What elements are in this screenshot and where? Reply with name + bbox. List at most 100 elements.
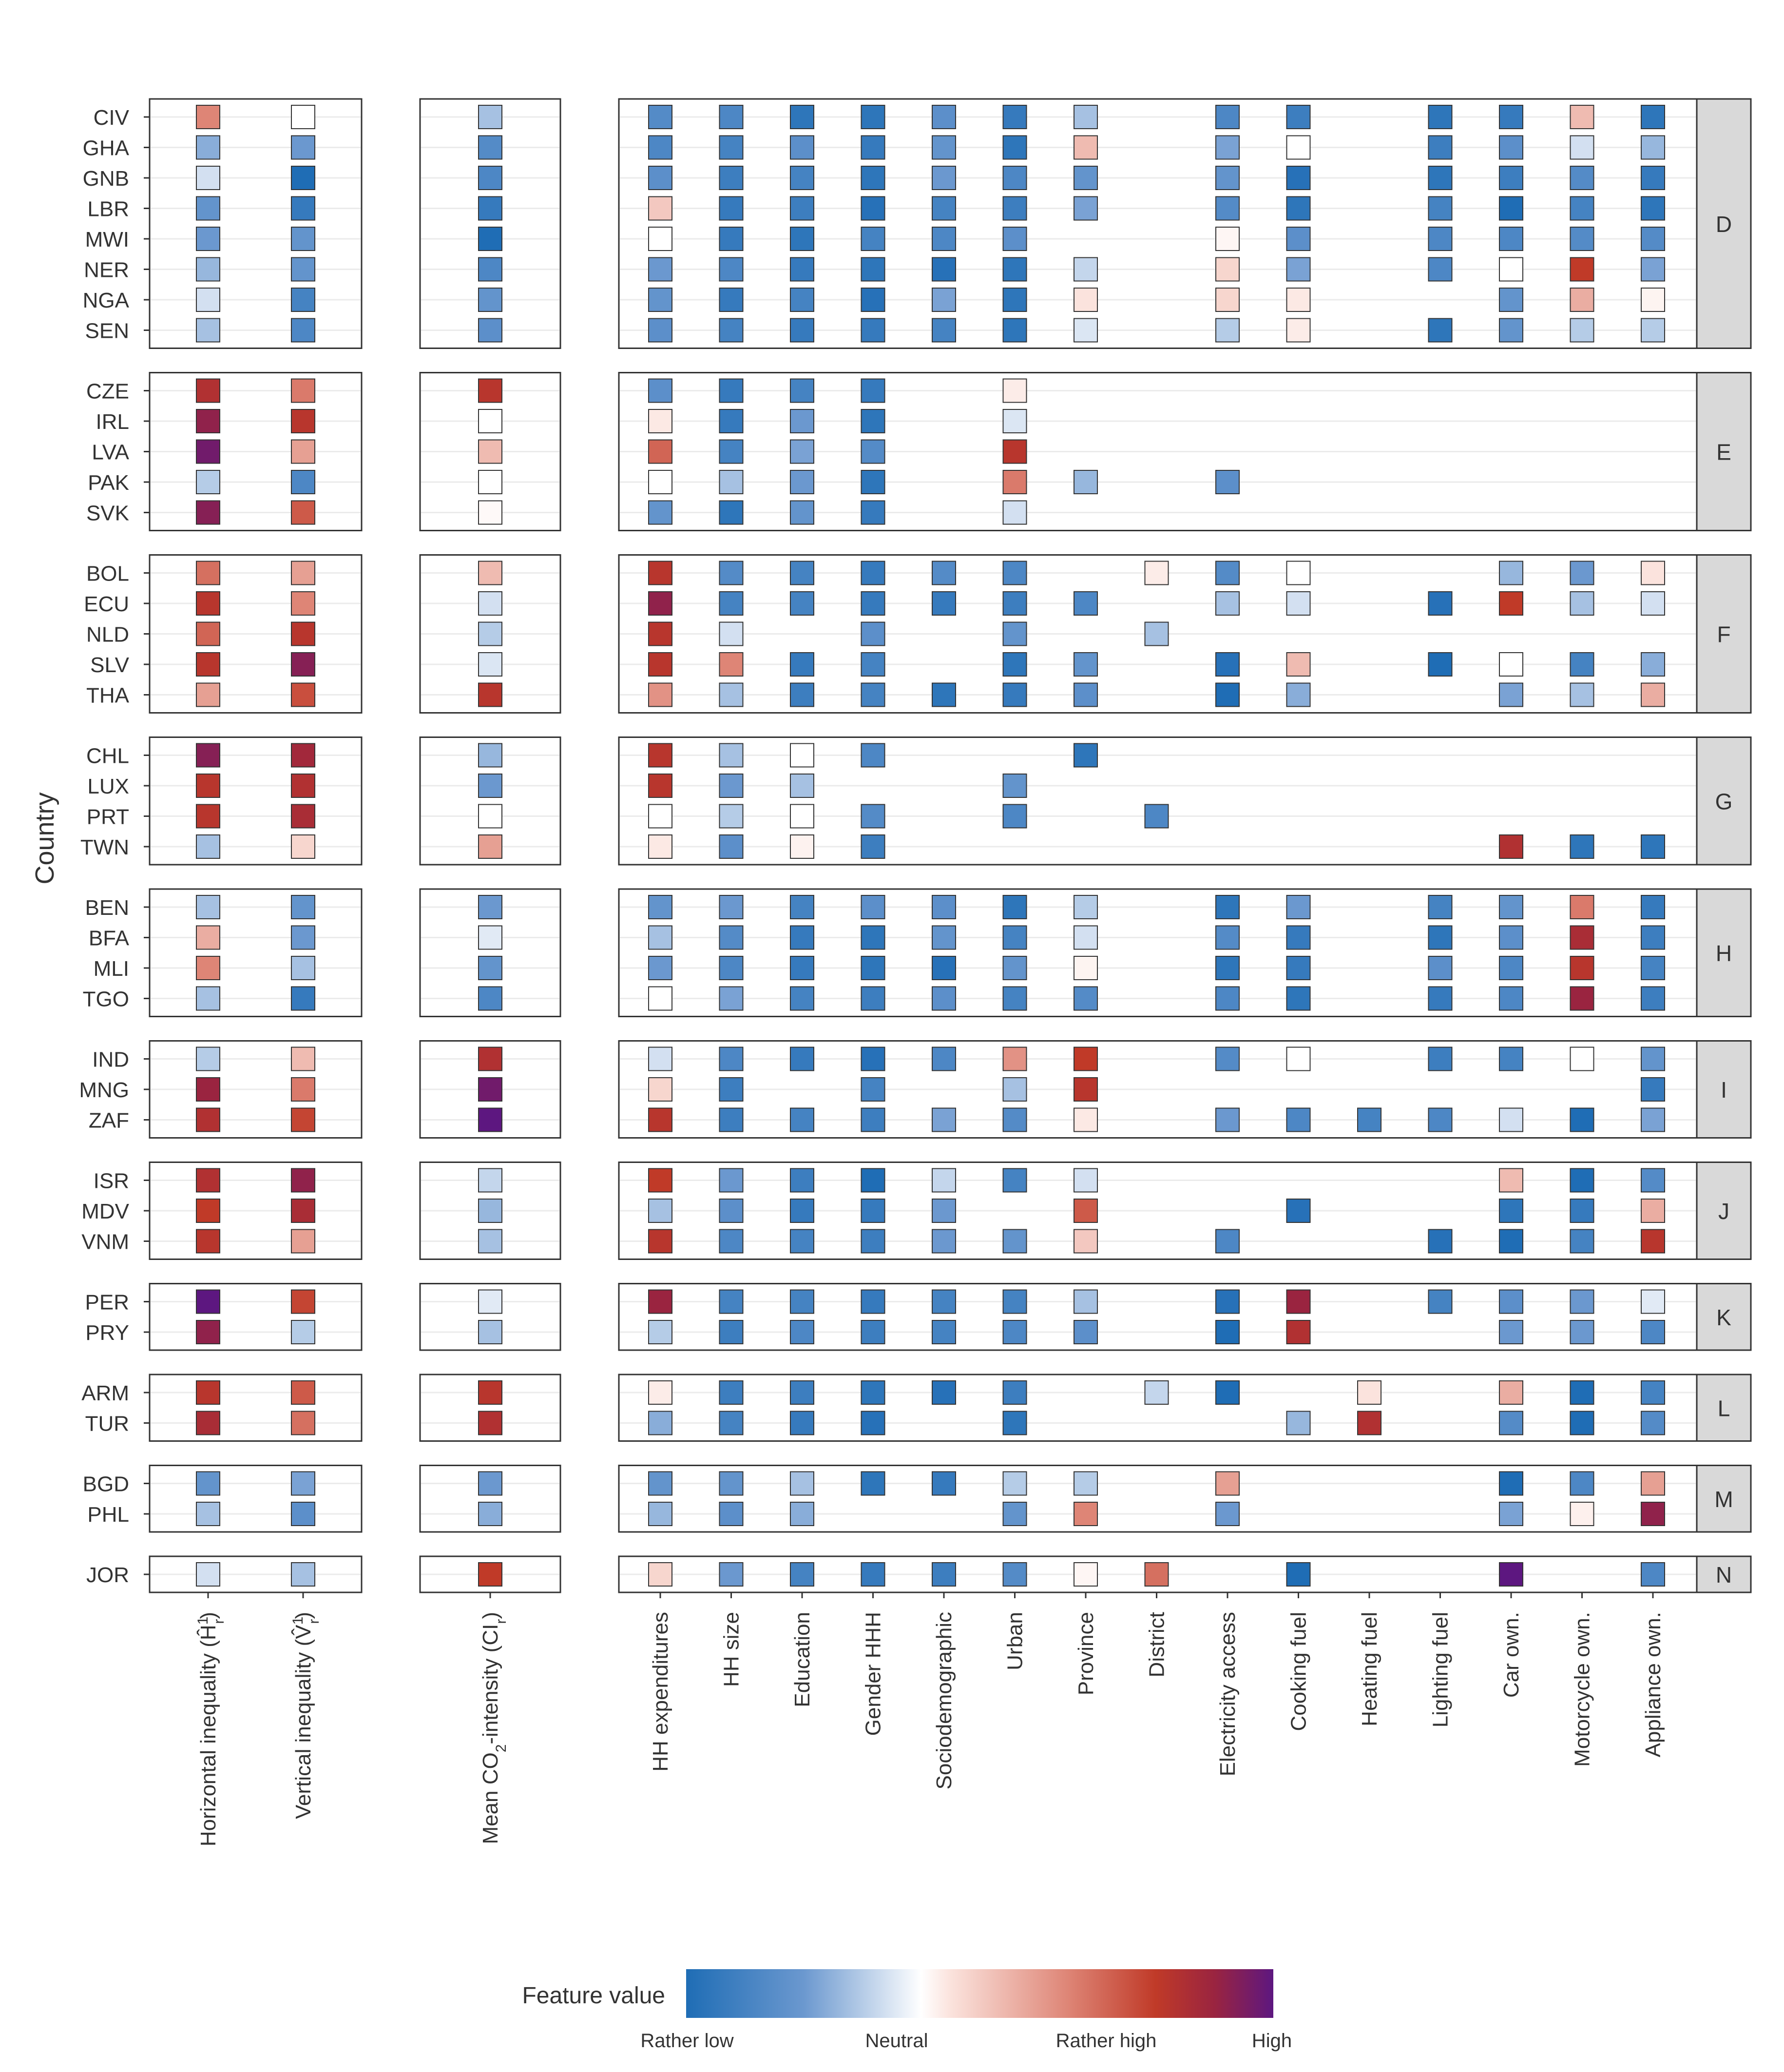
facet-label-h: H	[1716, 941, 1732, 966]
cell-tur-hh-expenditures	[648, 1411, 672, 1435]
x-label-appliance-own: Appliance own.	[1641, 1612, 1665, 1757]
cell-lux-education	[790, 774, 814, 798]
cell-bol-gender-hhh	[861, 561, 885, 585]
cell-arm-sociodemographic	[932, 1380, 956, 1405]
cell-isr-education	[790, 1168, 814, 1193]
cell-isr-gender-hhh	[861, 1168, 885, 1193]
cell-gnb-electricity-access	[1215, 166, 1240, 190]
y-tick-label-twn: TWN	[80, 835, 129, 859]
y-tick-label-chl: CHL	[86, 744, 129, 768]
cell-twn-education	[790, 834, 814, 859]
y-tick-label-per: PER	[85, 1291, 129, 1315]
cell-prt-gender-hhh	[861, 804, 885, 829]
y-tick-label-jor: JOR	[86, 1563, 129, 1587]
cell-phl-appliance-own	[1641, 1502, 1665, 1526]
y-tick-label-lbr: LBR	[87, 197, 129, 221]
cell-per-education	[790, 1289, 814, 1314]
cell-vnm-province	[1074, 1229, 1098, 1254]
cell-tgo-car-own	[1499, 986, 1523, 1011]
cell-pak-mean-co2-intensity	[478, 470, 502, 494]
cell-mdv-cooking-fuel	[1286, 1199, 1311, 1223]
cell-tha-hh-expenditures	[648, 682, 672, 707]
cell-lux-vertical-inequality	[291, 774, 315, 798]
cell-bol-hh-size	[719, 561, 744, 585]
cell-isr-appliance-own	[1641, 1168, 1665, 1193]
cell-arm-urban	[1002, 1380, 1027, 1405]
x-label-urban: Urban	[1003, 1612, 1027, 1670]
cell-lbr-mean-co2-intensity	[478, 196, 502, 221]
facet-strip-m	[1696, 1465, 1752, 1533]
facet-label-j: J	[1718, 1199, 1729, 1224]
cell-bfa-electricity-access	[1215, 925, 1240, 950]
cell-ecu-mean-co2-intensity	[478, 591, 502, 616]
cell-gnb-education	[790, 166, 814, 190]
y-tick-label-phl: PHL	[87, 1503, 129, 1527]
y-tick-label-tur: TUR	[85, 1412, 129, 1436]
facet-strip-j	[1696, 1162, 1752, 1260]
y-tick-label-irl: IRL	[96, 410, 129, 434]
cell-ben-lighting-fuel	[1428, 895, 1453, 919]
cell-nld-mean-co2-intensity	[478, 621, 502, 646]
y-tick-label-civ: CIV	[94, 106, 130, 130]
cell-ner-motorcycle-own	[1570, 257, 1594, 282]
cell-ben-hh-size	[719, 895, 744, 919]
x-label-electricity-access: Electricity access	[1216, 1612, 1240, 1776]
cell-bfa-gender-hhh	[861, 925, 885, 950]
cell-twn-mean-co2-intensity	[478, 834, 502, 859]
cell-sen-gender-hhh	[861, 318, 885, 343]
cell-mli-urban	[1002, 956, 1027, 980]
cell-pry-sociodemographic	[932, 1320, 956, 1344]
y-tick-label-nld: NLD	[86, 623, 129, 647]
cell-vnm-education	[790, 1229, 814, 1254]
cell-gha-mean-co2-intensity	[478, 135, 502, 160]
y-tick-label-prt: PRT	[87, 805, 129, 829]
cell-cze-horizontal-inequality	[196, 378, 220, 403]
facet-label-g: G	[1715, 789, 1733, 814]
cell-lux-hh-size	[719, 774, 744, 798]
cell-mli-education	[790, 956, 814, 980]
cell-mdv-education	[790, 1199, 814, 1223]
cell-per-urban	[1002, 1289, 1027, 1314]
cell-sen-sociodemographic	[932, 318, 956, 343]
cell-jor-sociodemographic	[932, 1562, 956, 1587]
facet-label-d: D	[1716, 212, 1732, 237]
cell-tha-mean-co2-intensity	[478, 682, 502, 707]
cell-pry-province	[1074, 1320, 1098, 1344]
facet-strip-g	[1696, 736, 1752, 866]
cell-vnm-sociodemographic	[932, 1229, 956, 1254]
cell-sen-electricity-access	[1215, 318, 1240, 343]
cell-lbr-motorcycle-own	[1570, 196, 1594, 221]
facet-label-l: L	[1718, 1395, 1730, 1421]
y-axis-label: Country	[30, 792, 59, 884]
cell-gha-horizontal-inequality	[196, 135, 220, 160]
cell-twn-car-own	[1499, 834, 1523, 859]
cell-gha-gender-hhh	[861, 135, 885, 160]
cell-zaf-motorcycle-own	[1570, 1107, 1594, 1132]
cell-civ-education	[790, 105, 814, 129]
cell-bol-sociodemographic	[932, 561, 956, 585]
column-labels: Horizontal inequality (Ĥ1r) Vertical ineq…	[195, 1592, 1665, 1846]
cell-mli-hh-expenditures	[648, 956, 672, 980]
cell-bfa-appliance-own	[1641, 925, 1665, 950]
facet-strip-k	[1696, 1283, 1752, 1351]
cell-mwi-gender-hhh	[861, 227, 885, 251]
cell-nga-vertical-inequality	[291, 288, 315, 312]
y-tick-label-bgd: BGD	[83, 1472, 129, 1496]
cell-gnb-mean-co2-intensity	[478, 166, 502, 190]
cell-mwi-mean-co2-intensity	[478, 227, 502, 251]
cell-pak-education	[790, 470, 814, 494]
cell-ner-urban	[1002, 257, 1027, 282]
cell-prt-urban	[1002, 804, 1027, 829]
cell-mli-sociodemographic	[932, 956, 956, 980]
cell-ecu-horizontal-inequality	[196, 591, 220, 616]
y-tick-label-ner: NER	[84, 258, 129, 282]
cell-svk-hh-expenditures	[648, 500, 672, 525]
cell-arm-gender-hhh	[861, 1380, 885, 1405]
cell-nga-appliance-own	[1641, 288, 1665, 312]
cell-per-vertical-inequality	[291, 1289, 315, 1314]
cell-ind-sociodemographic	[932, 1046, 956, 1071]
cell-lbr-vertical-inequality	[291, 196, 315, 221]
facet-strip-l	[1696, 1374, 1752, 1442]
cell-zaf-hh-expenditures	[648, 1107, 672, 1132]
cell-lbr-appliance-own	[1641, 196, 1665, 221]
